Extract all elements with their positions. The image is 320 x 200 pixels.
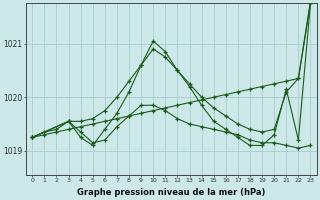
X-axis label: Graphe pression niveau de la mer (hPa): Graphe pression niveau de la mer (hPa) (77, 188, 266, 197)
